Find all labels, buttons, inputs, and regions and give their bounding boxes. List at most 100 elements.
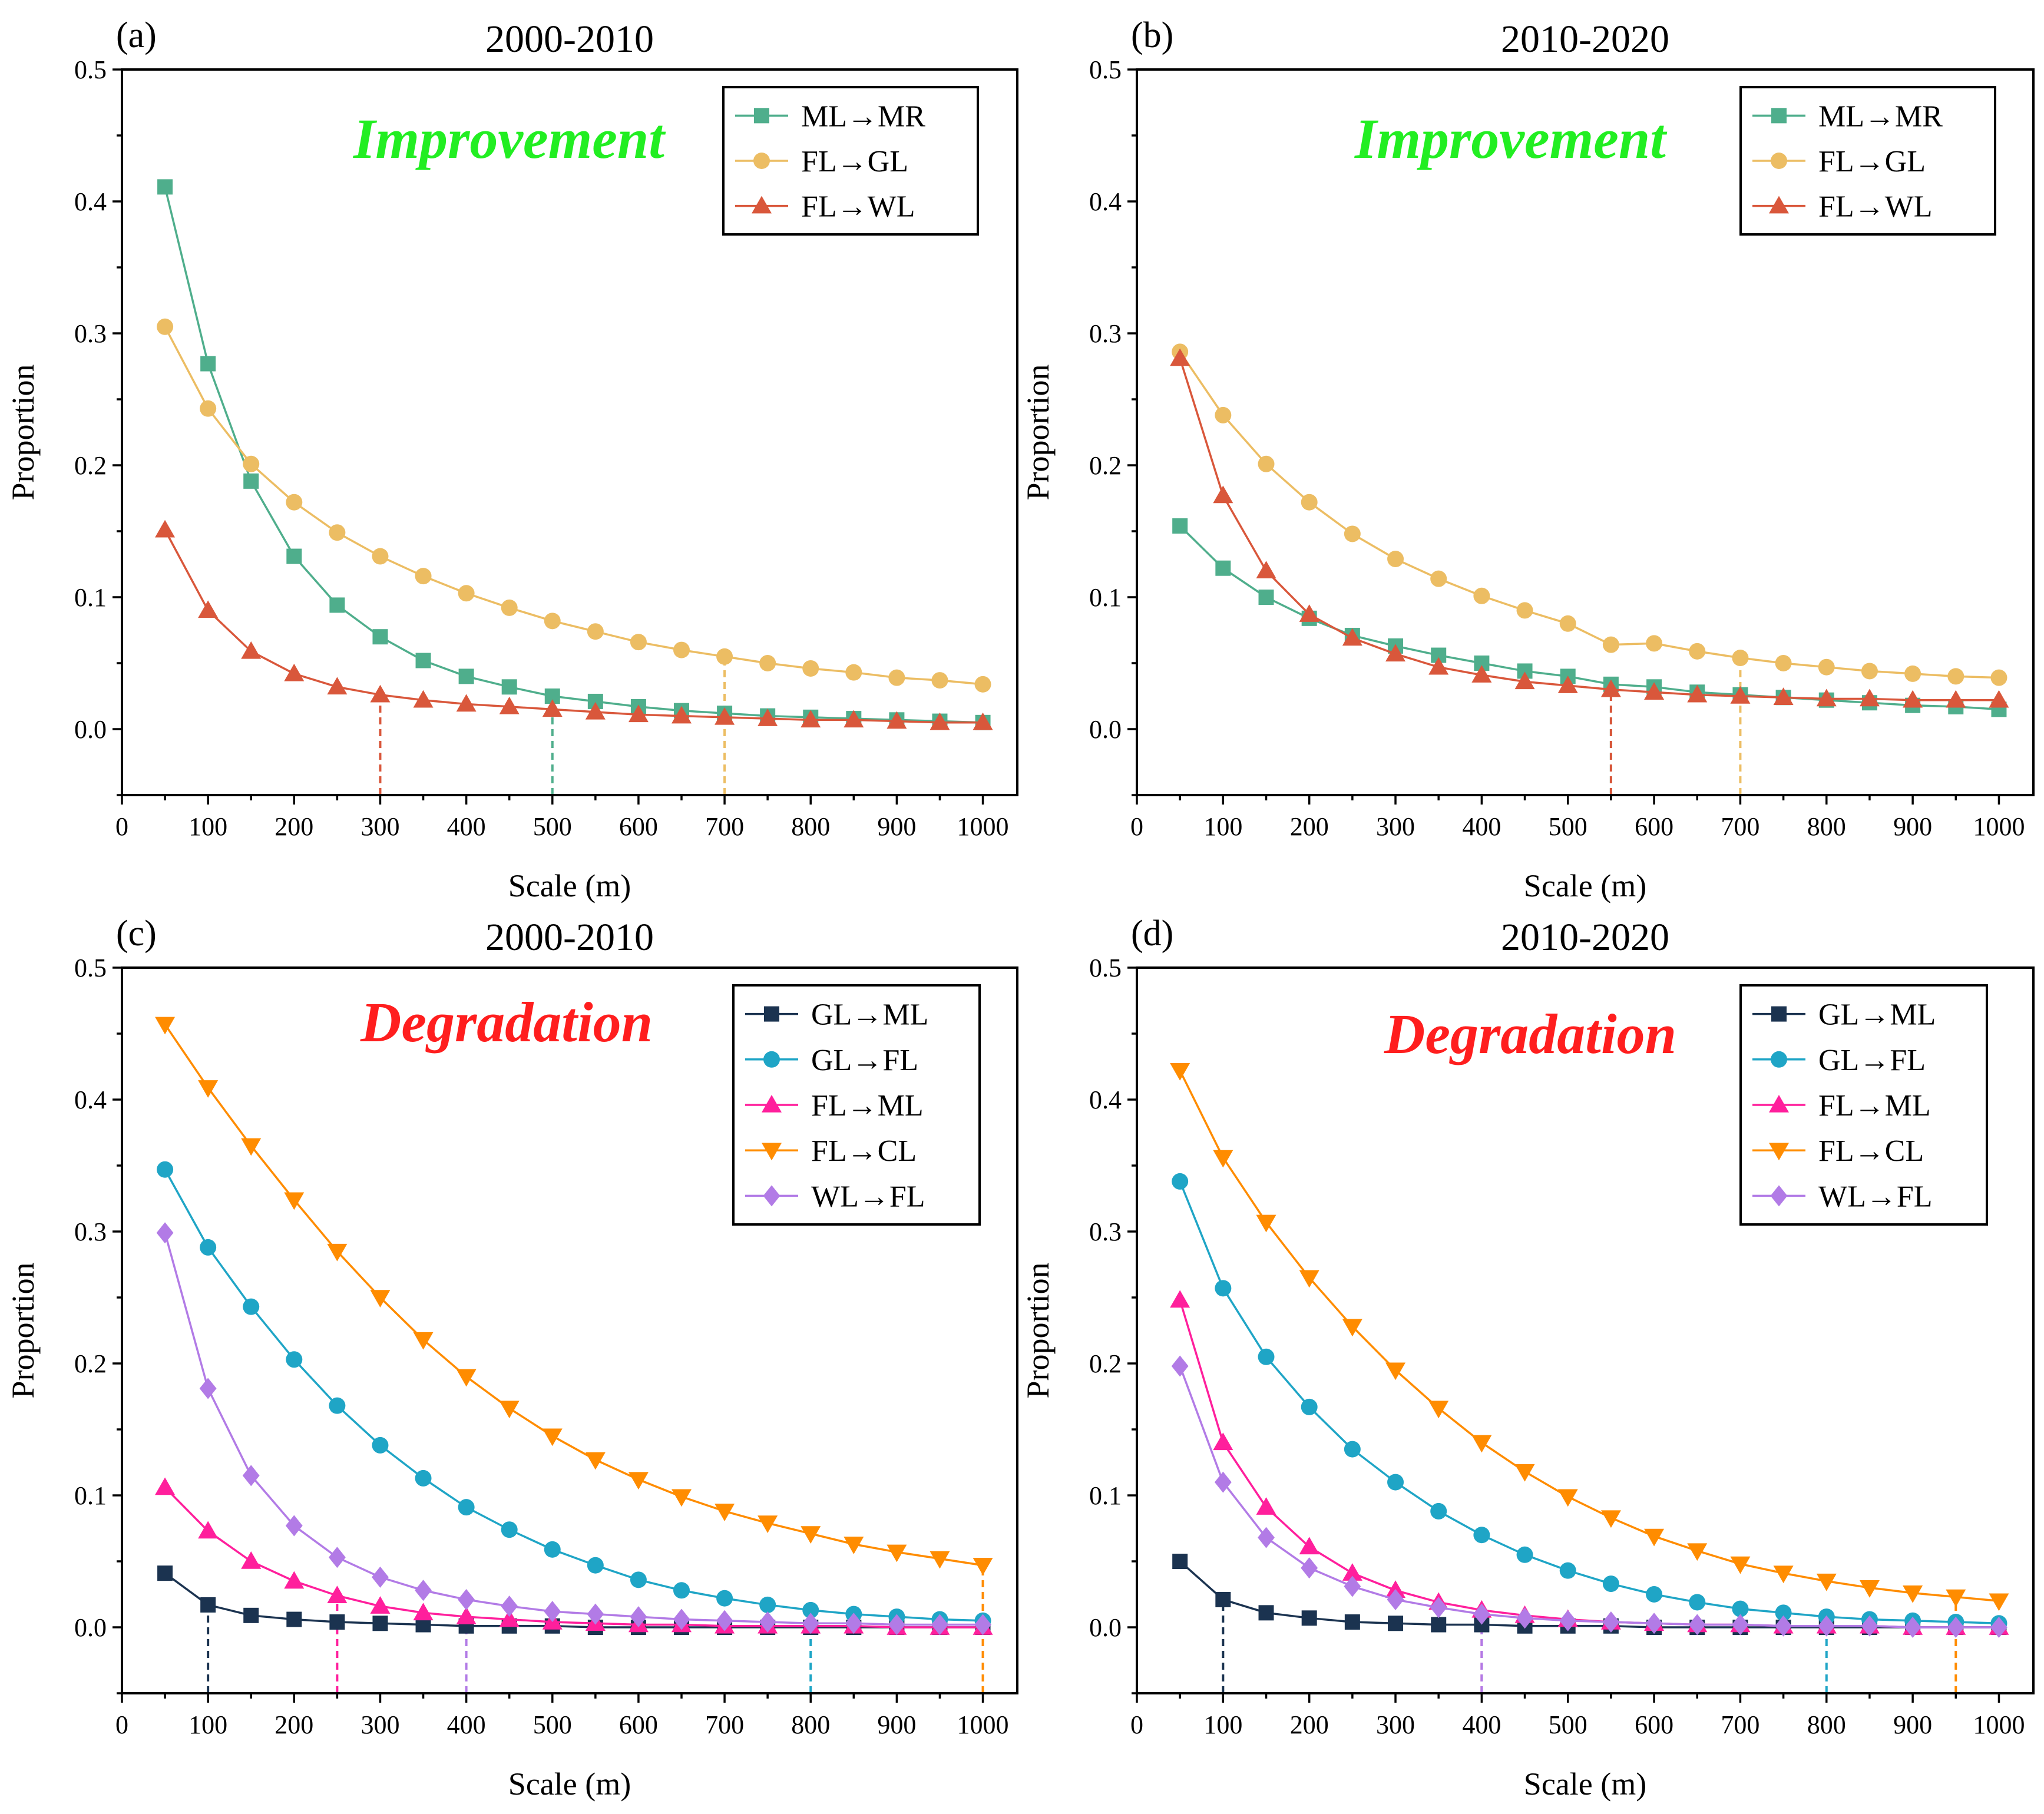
x-tick-label: 700 xyxy=(1721,1710,1759,1739)
data-point xyxy=(715,1504,735,1521)
data-point xyxy=(1516,1607,1533,1629)
data-point xyxy=(931,672,948,689)
plot-frame xyxy=(121,68,1018,796)
data-point xyxy=(759,1611,776,1633)
data-point xyxy=(1170,1290,1190,1308)
data-point xyxy=(1215,406,1232,423)
x-tick-label: 1000 xyxy=(1973,1710,2025,1739)
y-axis-label: Proportion xyxy=(1020,364,1056,500)
data-point xyxy=(1644,682,1665,700)
data-point xyxy=(1859,1580,1880,1598)
data-point xyxy=(1514,671,1535,690)
data-point xyxy=(1430,570,1447,587)
y-axis-label: Proportion xyxy=(1020,1262,1056,1398)
data-point xyxy=(1989,690,2009,708)
x-tick-label: 200 xyxy=(274,1710,313,1739)
data-point xyxy=(372,548,389,565)
data-point xyxy=(499,696,520,714)
data-point xyxy=(1989,1593,2009,1611)
data-point xyxy=(1430,1502,1447,1520)
y-tick-label: 0.5 xyxy=(74,954,107,982)
x-axis-label: Scale (m) xyxy=(1524,1766,1646,1802)
data-point xyxy=(802,1613,819,1634)
data-point xyxy=(801,1526,821,1544)
data-point xyxy=(1947,1617,1964,1638)
data-point xyxy=(1170,348,1190,366)
data-point xyxy=(456,1607,477,1624)
data-point xyxy=(242,1465,260,1487)
series-line xyxy=(1179,358,1999,701)
data-point xyxy=(1301,494,1318,511)
legend-marker xyxy=(1769,1143,1789,1161)
y-axis-label: Proportion xyxy=(5,364,41,500)
x-tick-label: 1000 xyxy=(957,1710,1009,1739)
data-point xyxy=(458,1588,475,1610)
data-point xyxy=(716,1610,733,1631)
legend-marker xyxy=(1771,1051,1787,1068)
legend-marker xyxy=(1771,108,1787,124)
y-tick-label: 0.5 xyxy=(1089,954,1122,982)
legend-marker xyxy=(763,1051,780,1068)
data-point xyxy=(887,711,907,729)
data-point xyxy=(1689,1594,1706,1611)
data-point xyxy=(587,623,604,640)
x-tick-label: 1000 xyxy=(957,812,1009,841)
data-point xyxy=(1258,1527,1275,1548)
data-point xyxy=(1258,590,1274,605)
data-point xyxy=(1602,636,1619,653)
data-point xyxy=(1514,1464,1535,1482)
legend-marker xyxy=(1769,196,1789,214)
data-point xyxy=(1471,1435,1492,1453)
data-point xyxy=(1385,644,1406,662)
data-point xyxy=(1732,650,1749,667)
x-tick-label: 800 xyxy=(1807,812,1846,841)
data-point xyxy=(499,1609,520,1627)
data-point xyxy=(759,1596,776,1613)
legend-label: WL→FL xyxy=(1818,1180,1933,1213)
data-point xyxy=(156,1222,174,1244)
data-point xyxy=(284,1192,305,1210)
data-point xyxy=(370,1290,391,1307)
data-point xyxy=(1732,1600,1749,1617)
y-tick-label: 0.3 xyxy=(1089,319,1122,348)
y-tick-label: 0.2 xyxy=(74,1349,107,1378)
data-point xyxy=(1730,1556,1751,1574)
legend: GL→ML GL→FL FL→ML FL→CL WL→FL xyxy=(1739,984,1988,1226)
data-point xyxy=(887,1544,907,1563)
data-point xyxy=(974,676,991,693)
series-FL→GL xyxy=(157,318,991,693)
legend-label: GL→ML xyxy=(811,998,928,1032)
data-point xyxy=(286,494,303,511)
data-point xyxy=(1903,690,1923,708)
data-point xyxy=(1258,1605,1274,1621)
legend-label: FL→CL xyxy=(811,1134,917,1168)
legend: GL→ML GL→FL FL→ML FL→CL WL→FL xyxy=(732,984,981,1226)
data-point xyxy=(329,1614,345,1630)
data-point xyxy=(544,1541,561,1558)
y-tick-label: 0.3 xyxy=(74,1217,107,1246)
data-point xyxy=(1473,1603,1490,1625)
legend-label: ML→MR xyxy=(1818,100,1943,133)
legend-label: FL→WL xyxy=(1818,190,1933,224)
data-point xyxy=(157,318,174,335)
series-ML→MR xyxy=(157,179,991,730)
data-point xyxy=(672,706,692,724)
x-tick-label: 900 xyxy=(877,812,916,841)
data-point xyxy=(1602,1575,1619,1593)
series-FL→CL xyxy=(1170,1062,2009,1611)
y-tick-label: 0.1 xyxy=(1089,583,1122,612)
series-GL→ML xyxy=(1172,1554,2007,1635)
y-tick-label: 0.5 xyxy=(74,55,107,84)
x-tick-label: 900 xyxy=(1893,1710,1932,1739)
data-point xyxy=(1256,1214,1276,1233)
data-point xyxy=(328,1547,346,1568)
data-point xyxy=(630,634,647,651)
x-tick-label: 500 xyxy=(1549,812,1587,841)
legend-marker xyxy=(1771,153,1787,169)
data-point xyxy=(372,1616,388,1631)
data-point xyxy=(1215,1591,1231,1607)
data-point xyxy=(284,663,305,681)
x-axis-label: Scale (m) xyxy=(508,1766,631,1802)
data-point xyxy=(1342,1563,1362,1581)
data-point xyxy=(1904,665,1921,682)
